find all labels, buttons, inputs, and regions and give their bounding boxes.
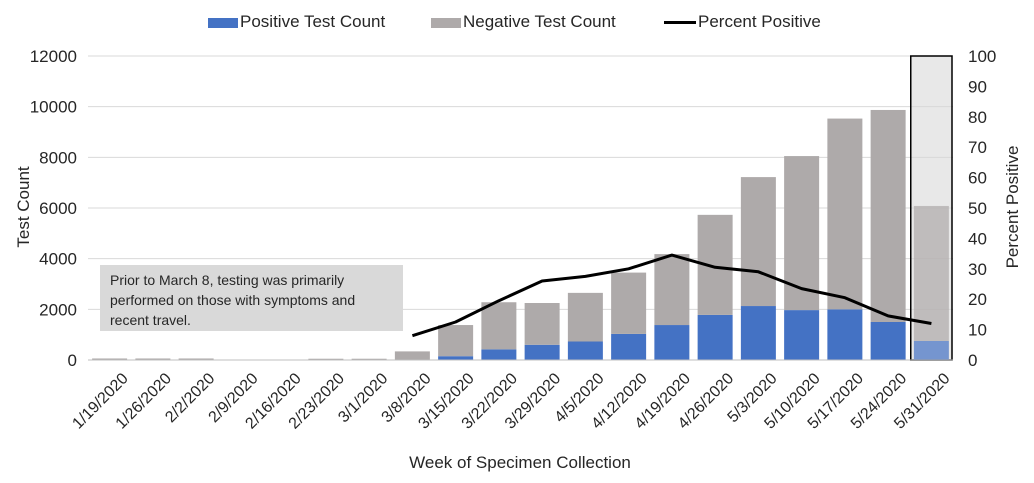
y2-tick-label: 30: [968, 260, 987, 279]
bar-negative: [135, 358, 171, 360]
y2-tick-label: 100: [968, 47, 996, 66]
bar-negative: [827, 118, 863, 310]
legend-line-percent: [664, 21, 696, 25]
y2-tick-label: 90: [968, 77, 987, 96]
bar-negative: [524, 303, 560, 345]
bar-negative: [913, 205, 949, 341]
x-axis-title: Week of Specimen Collection: [409, 453, 631, 472]
percent-positive-line: [411, 253, 932, 338]
y-tick-label: 12000: [30, 47, 77, 66]
y2-tick-label: 50: [968, 199, 987, 218]
bar-positive: [870, 322, 906, 360]
legend-label-percent: Percent Positive: [698, 12, 821, 31]
percent-line: [411, 253, 932, 338]
bar-negative: [567, 292, 603, 342]
bar-positive: [827, 309, 863, 360]
legend-item-percent: Percent Positive: [664, 10, 821, 34]
y2-tick-label: 0: [968, 351, 977, 370]
annotation-box: Prior to March 8, testing was primarily …: [100, 265, 403, 331]
y2-axis-title: Percent Positive: [1003, 146, 1022, 269]
bar-negative: [784, 156, 820, 311]
y-tick-label: 10000: [30, 98, 77, 117]
bar-negative: [394, 351, 430, 360]
bar-positive: [913, 341, 949, 360]
legend: Positive Test Count Negative Test Count …: [0, 10, 1034, 34]
y-axis-ticks: 0 2000 4000 6000 8000 10000 12000: [30, 47, 77, 370]
legend-item-positive: Positive Test Count: [208, 10, 385, 34]
y2-tick-label: 20: [968, 290, 987, 309]
bar-negative: [438, 325, 474, 357]
y2-tick-label: 10: [968, 321, 987, 340]
bar-negative: [308, 358, 344, 360]
bar-negative: [740, 177, 776, 307]
bar-negative: [481, 302, 517, 350]
bar-positive: [481, 349, 517, 360]
y2-tick-label: 70: [968, 138, 987, 157]
y2-tick-label: 60: [968, 169, 987, 188]
legend-item-negative: Negative Test Count: [431, 10, 616, 34]
y-tick-label: 2000: [39, 300, 77, 319]
bar-negative: [654, 254, 690, 326]
x-axis-ticks: 1/19/20201/26/20202/2/20202/9/20202/16/2…: [69, 370, 953, 432]
bar-positive: [740, 306, 776, 360]
bar-negative: [178, 358, 214, 360]
legend-label-positive: Positive Test Count: [240, 12, 386, 31]
bars: [92, 109, 949, 360]
y-tick-label: 8000: [39, 148, 77, 167]
bar-positive: [784, 310, 820, 360]
y-axis-title: Test Count: [14, 166, 33, 248]
bar-negative: [611, 272, 647, 334]
bar-positive: [654, 325, 690, 360]
bar-positive: [438, 356, 474, 360]
y2-tick-label: 80: [968, 108, 987, 127]
y-tick-label: 4000: [39, 250, 77, 269]
y2-axis-ticks: 0 10 20 30 40 50 60 70 80 90 100: [968, 47, 996, 370]
y-tick-label: 0: [68, 351, 77, 370]
y-tick-label: 6000: [39, 199, 77, 218]
legend-swatch-positive: [208, 17, 238, 28]
bar-negative: [92, 358, 128, 360]
bar-positive: [697, 314, 733, 360]
bar-negative: [870, 109, 906, 323]
bar-negative: [351, 358, 387, 360]
y2-tick-label: 40: [968, 229, 987, 248]
legend-swatch-negative: [431, 17, 461, 28]
bar-positive: [567, 341, 603, 360]
bar-positive: [524, 344, 560, 360]
bar-positive: [611, 333, 647, 360]
legend-label-negative: Negative Test Count: [463, 12, 616, 31]
